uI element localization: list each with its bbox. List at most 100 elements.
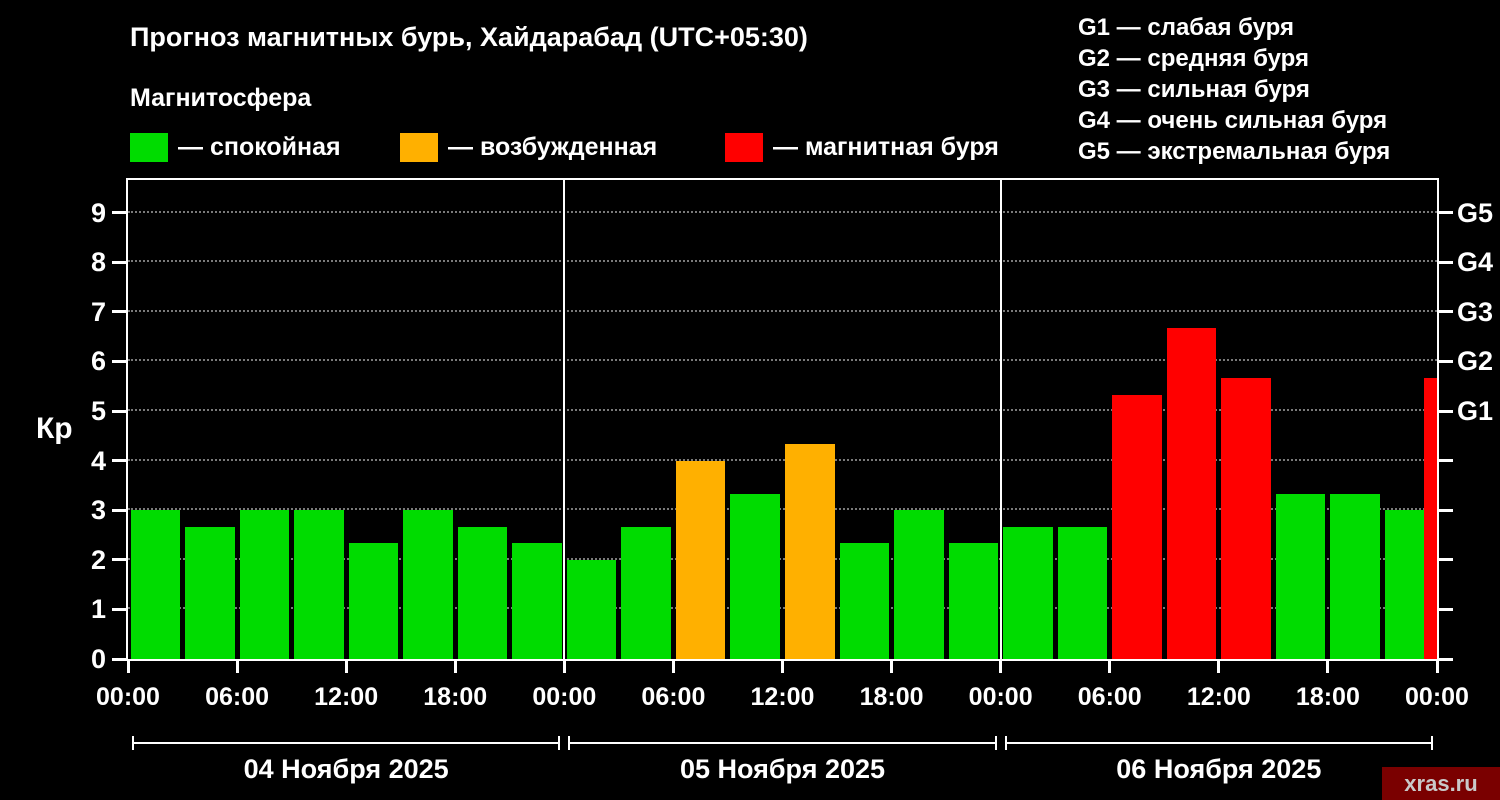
page-title: Прогноз магнитных бурь, Хайдарабад (UTC+… [130,22,808,52]
kp-bar [130,510,181,659]
g-axis-label: G5 [1457,197,1494,228]
legend-label-quiet: — спокойная [178,133,341,161]
g-scale-line-g4: G4 — очень сильная буря [1078,107,1388,134]
y-axis-tick-left [112,260,126,264]
legend-swatch-storm [725,133,763,162]
x-axis-tick [1217,661,1221,673]
y-axis-tick-right [1439,657,1453,661]
gridline-kp-5 [128,409,1437,411]
y-axis-tick-left [112,607,126,611]
y-axis-tick-right [1439,607,1453,611]
g-scale-line-g5: G5 — экстремальная буря [1078,138,1391,165]
y-axis-label: 0 [90,644,106,674]
magnetosphere-subtitle: Магнитосфера [130,84,312,112]
kp-bar [839,543,890,659]
x-axis-label: 18:00 [859,683,924,711]
x-axis-label: 18:00 [1295,683,1360,711]
kp-bar [512,543,562,659]
g-scale-line-g1: G1 — слабая буря [1078,14,1295,41]
date-label: 06 Ноября 2025 [1116,754,1322,784]
g-axis-label: G4 [1457,247,1494,278]
y-axis-tick-right [1439,558,1453,562]
gridline-kp-4 [128,458,1437,461]
legend-label-excited: — возбужденная [448,133,658,161]
gridline-kp-2 [128,557,1437,560]
kp-bar [403,510,453,659]
y-axis-tick-right [1439,260,1453,264]
x-axis-tick [1326,661,1330,673]
kp-bar [1275,493,1326,659]
kp-bar [294,510,344,659]
g-axis-label: G1 [1457,396,1494,426]
y-axis-tick-right [1439,409,1453,413]
kp-bar [1057,526,1108,659]
y-axis-tick-right [1439,359,1453,363]
gridline-kp-8 [128,260,1437,263]
y-axis-label: 8 [90,247,106,278]
y-axis-tick-left [112,310,126,314]
g-scale-line-g3: G3 — сильная буря [1078,76,1310,103]
x-axis-label: 06:00 [641,683,706,711]
date-label: 05 Ноября 2025 [679,754,886,784]
kp-bar [348,543,399,659]
y-axis-tick-right [1439,310,1453,314]
gridline-kp-9 [128,210,1437,213]
x-axis-label: 00:00 [96,683,160,711]
x-axis-tick [453,661,457,673]
y-axis-label: 2 [90,544,106,575]
kp-bar [1330,493,1380,659]
x-axis-tick [562,661,566,673]
date-bracket [568,736,997,750]
date-bracket [1004,736,1433,750]
y-axis-tick-right [1439,508,1453,512]
kp-bar-partial [1424,377,1437,659]
x-axis-tick [126,661,130,673]
legend-label-storm: — магнитная буря [773,133,999,161]
y-axis-tick-left [112,508,126,512]
kp-bar [566,559,617,659]
plot-area [126,178,1439,661]
kp-bar [239,510,290,659]
g-scale-legend: G1 — слабая буря G2 — средняя буря G3 — … [1078,12,1390,167]
g-axis-label: G2 [1457,346,1494,377]
x-axis-label: 12:00 [1186,683,1251,711]
y-axis-tick-left [112,211,126,215]
y-axis-label: 1 [90,594,106,625]
gridline-kp-3 [128,508,1437,511]
kp-bar [1003,526,1053,659]
kp-bar [675,460,726,659]
kp-bar [894,510,944,659]
gridline-kp-1 [128,607,1437,610]
y-axis-tick-right [1439,211,1453,215]
y-axis-tick-left [112,558,126,562]
x-axis-label: 12:00 [314,683,379,711]
kp-bar [185,526,235,659]
y-axis-tick-left [112,459,126,463]
x-axis-tick [999,661,1003,673]
x-axis-label: 06:00 [205,683,270,711]
kp-bar [457,526,508,659]
x-axis-tick [1108,661,1112,673]
x-axis-tick [671,661,675,673]
x-axis-tick [890,661,894,673]
date-label: 04 Ноября 2025 [243,754,449,784]
kp-bar [1166,328,1217,659]
x-axis-label: 18:00 [423,683,488,711]
x-axis-label: 00:00 [968,683,1033,711]
y-axis-title: Кр [36,412,73,445]
y-axis-label: 4 [90,445,106,476]
x-axis-label: 00:00 [532,683,597,711]
day-separator-line [563,180,566,659]
y-axis-tick-left [112,359,126,363]
x-axis-label: 12:00 [750,683,815,711]
xras-watermark[interactable]: xras.ru [1382,767,1500,800]
y-axis-label: 5 [90,396,106,426]
kp-bar [730,493,780,659]
kp-bar [948,543,999,659]
g-axis-label: G3 [1457,296,1494,327]
day-separator-line [999,180,1002,659]
y-axis-label: 6 [90,346,106,377]
legend-swatch-quiet [130,133,168,162]
x-axis-tick [1435,661,1439,673]
